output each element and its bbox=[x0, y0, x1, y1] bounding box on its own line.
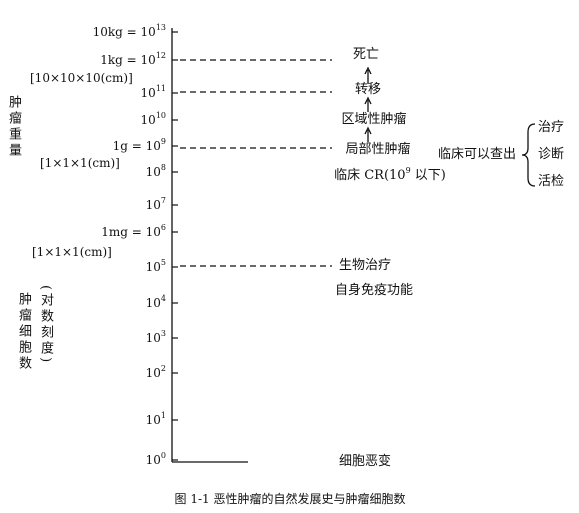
clinical-item: 活检 bbox=[538, 174, 565, 189]
axis-label-base: 10 bbox=[140, 86, 156, 100]
axis-label-exp: 7 bbox=[160, 196, 166, 205]
axis-label: 103 bbox=[145, 329, 166, 346]
axis-label-base: 10 bbox=[145, 413, 161, 427]
axis-label-base: 10 bbox=[145, 453, 161, 467]
axis-label: 108 bbox=[145, 163, 166, 180]
axis-label-exp: 2 bbox=[160, 364, 166, 373]
axis-label-exp: 9 bbox=[160, 137, 166, 146]
arrows bbox=[364, 66, 372, 142]
axis-label-exp: 3 bbox=[160, 329, 166, 338]
clinical-cr: 临床 CR(109 以下) bbox=[334, 166, 446, 183]
axis-label-prefix: 1g = bbox=[112, 139, 146, 153]
stage-label: 生物治疗 bbox=[338, 258, 392, 273]
axis-label-base: 10 bbox=[140, 53, 156, 67]
axis-label: 107 bbox=[145, 196, 166, 213]
axis-label-exp: 10 bbox=[155, 111, 166, 120]
axis-label: 1mg = 106 bbox=[101, 223, 166, 240]
axis-label-exp: 1 bbox=[160, 411, 166, 420]
axis-label: 101 bbox=[145, 411, 166, 428]
axis-label: 1g = 109 bbox=[112, 137, 166, 154]
caption: 图 1-1 恶性肿瘤的自然发展史与肿瘤细胞数 bbox=[174, 492, 406, 506]
axis-label-exp: 0 bbox=[160, 451, 166, 460]
axis-label-exp: 12 bbox=[155, 51, 166, 60]
axis-label: 102 bbox=[145, 364, 166, 381]
axis-label-base: 10 bbox=[145, 366, 161, 380]
vertical-title: 肿瘤细胞数 bbox=[16, 292, 31, 372]
axis-label: 1kg = 1012 bbox=[100, 51, 166, 68]
axis-label-base: 10 bbox=[145, 260, 161, 274]
axis-label-base: 10 bbox=[145, 198, 161, 212]
vertical-title: (对数刻度) bbox=[38, 285, 53, 366]
axis-label-base: 10 bbox=[145, 165, 161, 179]
axis-label-base: 10 bbox=[145, 139, 161, 153]
axis-label-exp: 13 bbox=[155, 23, 166, 32]
volume-note: [1×1×1(cm)] bbox=[32, 245, 112, 259]
stage-label: 区域性肿瘤 bbox=[341, 112, 407, 127]
axis-label-exp: 6 bbox=[160, 223, 166, 232]
axis-label: 10kg = 1013 bbox=[92, 23, 166, 40]
axis-label-base: 10 bbox=[140, 25, 156, 39]
volume-note: [1×1×1(cm)] bbox=[40, 156, 120, 170]
axis-label-exp: 5 bbox=[160, 258, 166, 267]
axis-label-base: 10 bbox=[140, 113, 156, 127]
axis-label: 104 bbox=[145, 294, 166, 311]
axis-label-exp: 11 bbox=[155, 84, 166, 93]
stage-label: 局部性肿瘤 bbox=[345, 142, 411, 157]
axis-label-exp: 8 bbox=[160, 163, 166, 172]
axis-label-base: 10 bbox=[145, 331, 161, 345]
stage-label: 细胞恶变 bbox=[338, 454, 392, 469]
clinical-item: 诊断 bbox=[538, 147, 565, 162]
clinical-item: 治疗 bbox=[538, 120, 565, 135]
axis-label-exp: 4 bbox=[160, 294, 166, 303]
axis-label: 105 bbox=[145, 258, 166, 275]
axis-label: 1011 bbox=[140, 84, 166, 101]
stage-label: 自身免疫功能 bbox=[334, 283, 414, 298]
axis-label-prefix: 1kg = bbox=[100, 53, 141, 67]
axis-label-base: 10 bbox=[145, 225, 161, 239]
axis-label-base: 10 bbox=[145, 296, 161, 310]
clinical-cr-text: 临床 CR(10 bbox=[334, 168, 406, 183]
dashed-lines bbox=[180, 59, 332, 267]
axis-label: 1010 bbox=[140, 111, 166, 128]
vertical-title: 肿瘤重量 bbox=[6, 95, 21, 159]
stage-label: 死亡 bbox=[352, 47, 380, 62]
volume-note: [10×10×10(cm)] bbox=[30, 71, 133, 85]
clinical-cr-exp: 9 bbox=[405, 166, 411, 175]
clinical-label: 临床可以查出 bbox=[438, 147, 517, 162]
brace bbox=[521, 123, 536, 187]
axis-label-prefix: 1mg = bbox=[101, 225, 146, 239]
stage-label: 转移 bbox=[354, 82, 382, 97]
axis-label: 100 bbox=[145, 451, 166, 468]
axis-label-prefix: 10kg = bbox=[92, 25, 141, 39]
clinical-cr-text: 以下) bbox=[410, 168, 446, 183]
